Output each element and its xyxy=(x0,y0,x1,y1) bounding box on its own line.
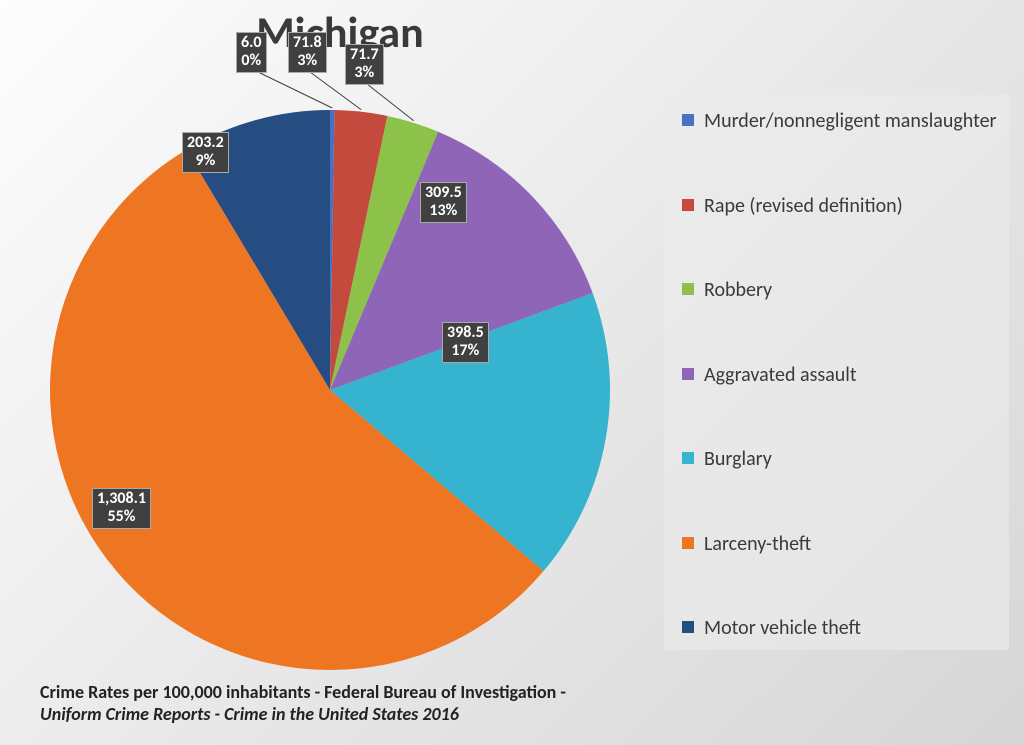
legend-label: Robbery xyxy=(704,278,772,302)
data-label: 398.5 17% xyxy=(442,322,489,363)
legend-swatch xyxy=(682,452,694,464)
legend-item: Aggravated assault xyxy=(682,363,999,387)
pie-chart xyxy=(30,40,650,720)
source-prefix: Crime Rates per 100,000 inhabitants - Fe… xyxy=(40,681,566,703)
legend-label: Larceny-theft xyxy=(704,532,811,556)
legend-label: Aggravated assault xyxy=(704,363,857,387)
legend-item: Larceny-theft xyxy=(682,532,999,556)
legend-swatch xyxy=(682,283,694,295)
legend-item: Rape (revised definition) xyxy=(682,194,999,218)
data-label: 309.5 13% xyxy=(420,182,467,223)
legend-label: Rape (revised definition) xyxy=(704,194,903,218)
data-label: 1,308.1 55% xyxy=(92,488,151,529)
legend-swatch xyxy=(682,621,694,633)
data-label: 71.7 3% xyxy=(345,44,384,85)
legend-swatch xyxy=(682,368,694,380)
leader-line xyxy=(258,72,332,108)
legend-item: Motor vehicle theft xyxy=(682,616,999,640)
legend-item: Robbery xyxy=(682,278,999,302)
legend-label: Burglary xyxy=(704,447,772,471)
legend-swatch xyxy=(682,537,694,549)
legend-item: Murder/nonnegligent manslaughter xyxy=(682,109,999,133)
legend-swatch xyxy=(682,114,694,126)
legend-label: Murder/nonnegligent manslaughter xyxy=(704,109,997,133)
data-label: 203.2 9% xyxy=(182,132,229,173)
legend-swatch xyxy=(682,199,694,211)
legend: Murder/nonnegligent manslaughter Rape (re… xyxy=(664,95,1009,650)
legend-label: Motor vehicle theft xyxy=(704,616,861,640)
source-note: Crime Rates per 100,000 inhabitants - Fe… xyxy=(40,681,620,725)
data-label: 71.8 3% xyxy=(288,32,327,73)
source-italic: Uniform Crime Reports - Crime in the Uni… xyxy=(40,703,459,725)
legend-item: Burglary xyxy=(682,447,999,471)
data-label: 6.0 0% xyxy=(236,32,267,73)
